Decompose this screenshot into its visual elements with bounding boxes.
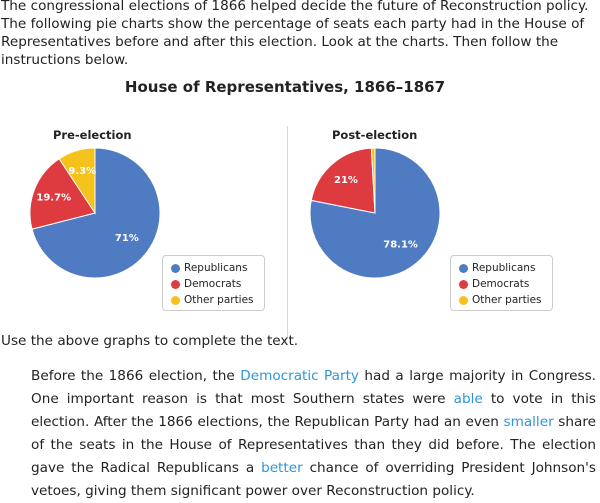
slice-label-republicans: 71% xyxy=(115,233,139,244)
legend-item-democrats: Democrats xyxy=(171,276,264,292)
pie-slice-republicans xyxy=(31,147,161,279)
slice-label-democrats: 19.7% xyxy=(36,193,71,204)
slice-label-republicans: 78.1% xyxy=(383,240,418,251)
slice-label-democrats: 21% xyxy=(334,175,358,186)
legend-item-other: Other parties xyxy=(459,292,552,308)
pie-slice-republicans xyxy=(309,147,441,279)
pie-slice-other-parties xyxy=(370,147,376,214)
legend-item-republicans: Republicans xyxy=(171,260,264,276)
legend-swatch-democrats xyxy=(171,279,180,289)
pre-election-title: Pre-election xyxy=(53,128,132,142)
pre-election-legend: Republicans Democrats Other parties xyxy=(162,255,265,311)
passage-text: had a large majority in Congress. One im… xyxy=(31,368,596,407)
answer-blank-3[interactable]: smaller xyxy=(503,414,554,430)
legend-item-other: Other parties xyxy=(171,292,264,308)
pre-election-pie: 71% 19.7% 9.3% xyxy=(29,147,161,279)
legend-swatch-other xyxy=(459,295,468,305)
pie-slice-democrats xyxy=(29,158,96,230)
passage-text: to vote in this election. After the 1866… xyxy=(31,391,596,430)
post-election-title: Post-election xyxy=(332,128,418,142)
post-election-legend: Republicans Democrats Other parties xyxy=(450,255,553,311)
legend-swatch-republicans xyxy=(171,263,180,273)
chart-area: House of Representatives, 1866–1867 Pre-… xyxy=(0,78,600,338)
legend-swatch-republicans xyxy=(459,263,468,273)
legend-label: Other parties xyxy=(472,294,542,306)
passage-text: Before the 1866 election, the xyxy=(31,368,241,384)
post-election-pie: 78.1% 21% xyxy=(309,147,441,279)
legend-label: Republicans xyxy=(472,262,536,274)
pie-slice-other-parties xyxy=(58,147,96,215)
legend-label: Republicans xyxy=(184,262,248,274)
legend-swatch-other xyxy=(171,295,180,305)
chart-divider xyxy=(287,126,288,338)
legend-label: Democrats xyxy=(472,278,530,290)
chart-title: House of Representatives, 1866–1867 xyxy=(124,78,446,96)
legend-label: Other parties xyxy=(184,294,254,306)
answer-blank-2[interactable]: able xyxy=(453,391,483,407)
intro-text: The congressional elections of 1866 help… xyxy=(1,0,589,68)
passage: Before the 1866 election, the Democratic… xyxy=(31,365,596,503)
passage-text: share of the seats in the House of Repre… xyxy=(31,414,596,476)
answer-blank-1[interactable]: Democratic Party xyxy=(240,368,359,384)
legend-item-democrats: Democrats xyxy=(459,276,552,292)
slice-label-other-parties: 9.3% xyxy=(68,166,96,177)
legend-item-republicans: Republicans xyxy=(459,260,552,276)
legend-label: Democrats xyxy=(184,278,242,290)
answer-blank-4[interactable]: better xyxy=(261,460,303,476)
legend-swatch-democrats xyxy=(459,279,468,289)
instruction-text: Use the above graphs to complete the tex… xyxy=(1,333,299,349)
pie-slice-democrats xyxy=(310,147,376,214)
